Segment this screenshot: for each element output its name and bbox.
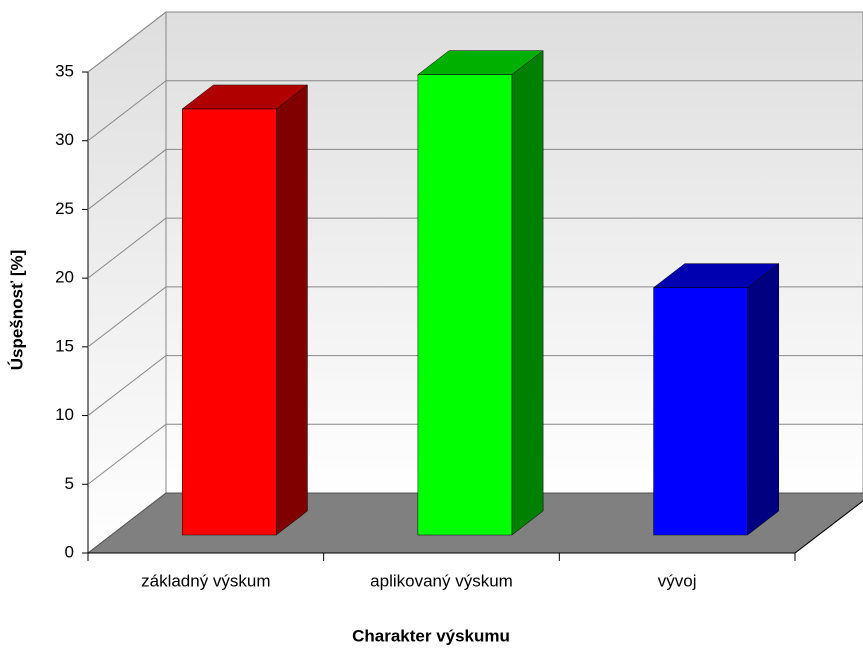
grid-line xyxy=(87,355,863,416)
y-tick-label: 0 xyxy=(65,542,74,561)
y-tick-label: 15 xyxy=(55,336,74,355)
bar-side xyxy=(747,263,780,536)
bar-side xyxy=(511,50,544,536)
grid-line xyxy=(87,148,863,210)
bar-side xyxy=(275,84,308,536)
y-tick-label: 25 xyxy=(55,199,74,218)
x-tick-label: vývoj xyxy=(658,571,697,590)
grid-line xyxy=(87,11,863,73)
grid-line xyxy=(87,80,863,142)
grid-line xyxy=(87,423,863,485)
bar xyxy=(653,287,748,536)
x-tick-label: aplikovaný výskum xyxy=(370,571,513,590)
x-axis-title: Charakter výskumu xyxy=(352,626,510,645)
bar xyxy=(181,108,277,536)
y-tick-label: 10 xyxy=(55,405,74,424)
y-tick-label: 20 xyxy=(55,268,74,287)
bar xyxy=(417,74,513,536)
grid-line xyxy=(87,286,863,348)
floor-edge xyxy=(794,500,863,554)
y-tick-label: 35 xyxy=(55,61,74,80)
y-axis-title: Úspešnosť [%] xyxy=(7,250,26,371)
grid-line xyxy=(87,217,863,279)
y-tick-label: 5 xyxy=(65,474,74,493)
y-tick-label: 30 xyxy=(55,130,74,149)
side-wall xyxy=(87,10,167,555)
x-tick-label: základný výskum xyxy=(141,571,270,590)
